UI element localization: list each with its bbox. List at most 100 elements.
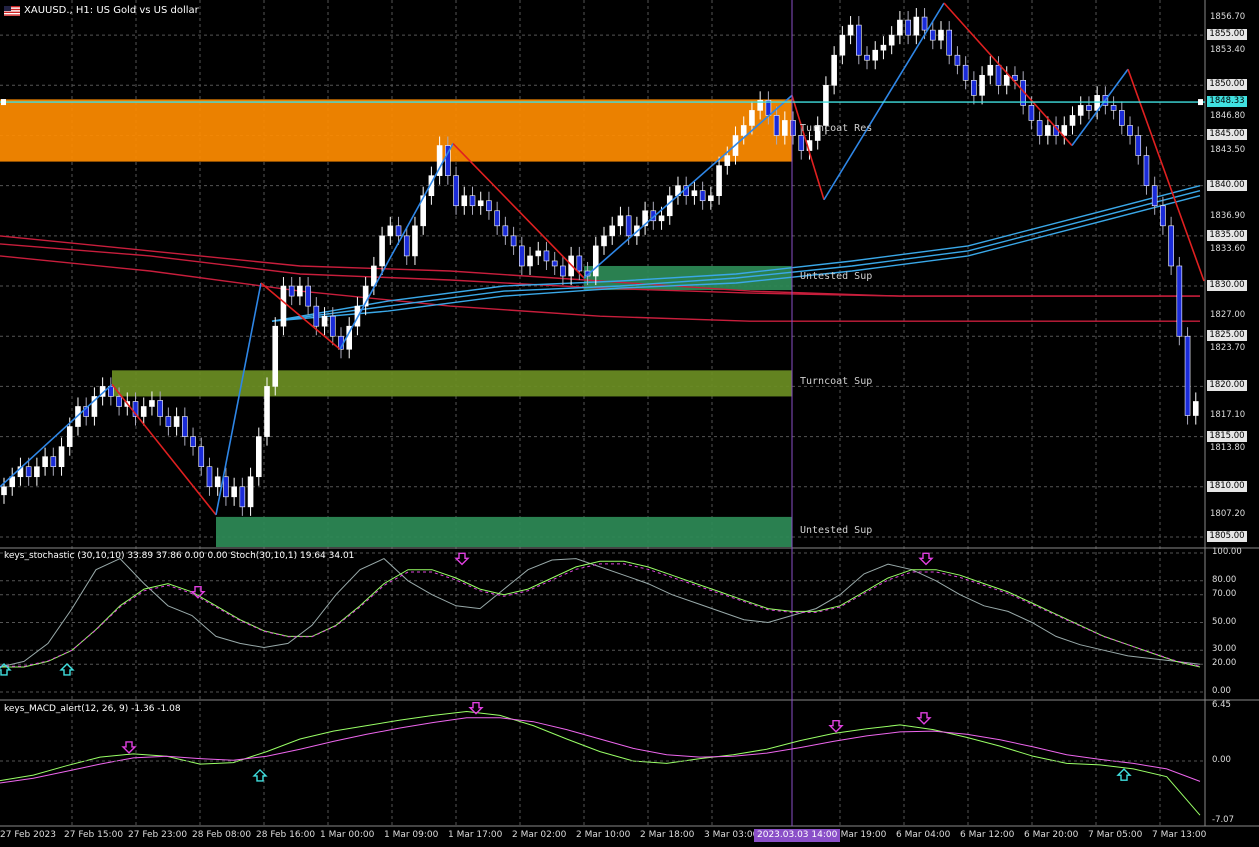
candle-body (280, 285, 287, 327)
candle-body (642, 210, 648, 227)
price-tick: 1827.00 (1210, 310, 1246, 321)
candle-body (1061, 125, 1068, 136)
candle-body (798, 135, 805, 151)
zigzag-segment (111, 383, 217, 516)
zone-label: Untested Sup (800, 271, 873, 283)
candle-body (864, 54, 870, 61)
candle-body (905, 19, 911, 36)
candle-body (954, 54, 961, 66)
candle-body (502, 225, 509, 237)
candle-body (510, 235, 517, 247)
time-tick: 6 Mar 04:00 (896, 830, 951, 840)
candle-body (1045, 125, 1051, 136)
price-line-handle-icon[interactable] (1198, 99, 1203, 106)
candle-body (1184, 335, 1191, 416)
candle-body (609, 225, 616, 237)
candle-body (321, 315, 328, 327)
candle-body (543, 250, 550, 262)
candle-body (494, 210, 500, 227)
candle-body (58, 446, 65, 468)
price-tick: 1856.70 (1210, 12, 1246, 23)
candle-body (469, 195, 476, 207)
zigzag-segment (452, 142, 585, 279)
candle-body (897, 19, 903, 36)
candle-body (34, 466, 40, 478)
zone-3 (216, 516, 792, 547)
time-tick: 7 Mar 13:00 (1152, 830, 1207, 840)
zigzag-segment (943, 2, 1073, 147)
candle-body (1, 486, 7, 496)
candle-body (387, 225, 394, 237)
candle-body (814, 125, 821, 141)
candle-body (445, 145, 451, 176)
candle-body (149, 400, 155, 407)
time-tick: 1 Mar 09:00 (384, 830, 439, 840)
candle-body (403, 235, 410, 257)
price-tick: 1843.50 (1210, 144, 1246, 155)
price-tick: 1836.90 (1210, 210, 1246, 221)
zigzag-segment (1071, 68, 1129, 147)
ma-line-1 (0, 243, 1200, 297)
up-arrow-icon (252, 768, 268, 782)
candle-body (486, 200, 492, 212)
chart-title: XAUUSD., H1: US Gold vs US dollar (24, 5, 199, 16)
candles (1, 8, 1199, 516)
price-level-box: 1830.00 (1207, 280, 1247, 292)
down-arrow-icon (828, 720, 844, 733)
candle-body (921, 16, 928, 31)
ma-line-3 (271, 195, 1201, 322)
candle-body (140, 406, 147, 417)
zigzag-segment (339, 143, 454, 350)
stoch-level-tick: 20.00 (1212, 658, 1237, 669)
time-tick: 28 Feb 16:00 (256, 830, 316, 840)
candle-body (790, 120, 796, 136)
candle-body (929, 29, 936, 41)
candle-body (182, 416, 188, 437)
candle-body (50, 456, 57, 468)
candle-body (625, 215, 632, 237)
candle-body (782, 120, 788, 136)
candle-body (1069, 115, 1076, 126)
stoch-level-tick: 100.00 (1212, 547, 1242, 557)
candle-body (1151, 185, 1158, 207)
candle-body (428, 175, 435, 197)
candle-body (724, 155, 731, 166)
macd-label: keys_MACD_alert(12, 26, 9) -1.36 -1.08 (4, 704, 181, 714)
price-tick: 1813.80 (1210, 442, 1246, 453)
candle-body (535, 250, 542, 257)
candle-body (979, 74, 985, 96)
candle-body (223, 476, 229, 498)
candle-body (601, 235, 607, 247)
candle-body (1003, 74, 1010, 86)
candle-body (272, 325, 279, 387)
candle-body (329, 315, 336, 337)
zigzag-segment (260, 282, 341, 350)
candle-body (568, 255, 574, 277)
candle-body (708, 195, 714, 202)
stoch-main-line (0, 560, 1201, 668)
candle-body (716, 165, 722, 197)
candle-body (757, 100, 763, 111)
candle-body (247, 476, 254, 508)
candle-body (749, 110, 755, 126)
price-level-box: 1815.00 (1207, 430, 1247, 442)
candle-body (165, 416, 172, 427)
price-level-box: 1825.00 (1207, 330, 1247, 342)
candle-body (66, 426, 73, 447)
candle-body (305, 285, 311, 307)
candle-body (1012, 74, 1018, 81)
price-line-handle-icon[interactable] (1, 99, 6, 106)
candle-body (831, 54, 837, 86)
macd-level-tick: 0.00 (1212, 755, 1231, 765)
candle-body (658, 215, 665, 222)
candle-body (592, 245, 599, 277)
stoch-level-tick: 80.00 (1212, 574, 1237, 585)
time-tick: 2 Mar 10:00 (576, 830, 631, 840)
candle-body (132, 401, 139, 417)
zigzag-segment (583, 94, 793, 279)
candle-body (1086, 105, 1092, 111)
candle-body (938, 29, 944, 41)
candle-body (157, 400, 163, 417)
candle-body (839, 34, 846, 56)
